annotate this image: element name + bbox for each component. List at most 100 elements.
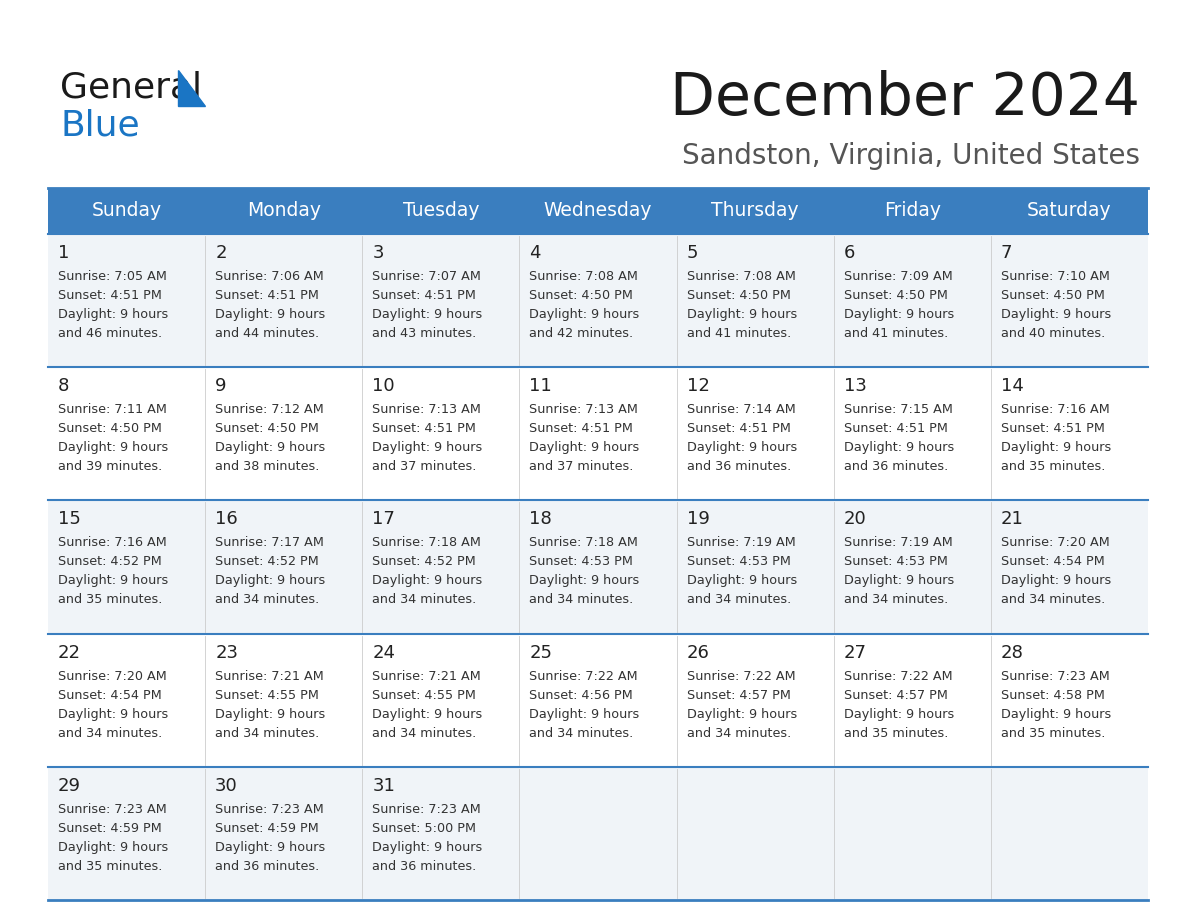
- Text: Sunset: 4:51 PM: Sunset: 4:51 PM: [687, 422, 790, 435]
- Bar: [48, 234, 1148, 367]
- Text: December 2024: December 2024: [670, 70, 1140, 127]
- Text: Daylight: 9 hours: Daylight: 9 hours: [372, 841, 482, 854]
- Text: Sunset: 4:53 PM: Sunset: 4:53 PM: [530, 555, 633, 568]
- Text: Sunset: 4:50 PM: Sunset: 4:50 PM: [843, 289, 948, 302]
- Text: Daylight: 9 hours: Daylight: 9 hours: [530, 442, 639, 454]
- Text: Monday: Monday: [247, 201, 321, 220]
- Text: Sunrise: 7:19 AM: Sunrise: 7:19 AM: [843, 536, 953, 549]
- Text: and 43 minutes.: and 43 minutes.: [372, 327, 476, 340]
- Text: Sunset: 4:51 PM: Sunset: 4:51 PM: [530, 422, 633, 435]
- Text: Daylight: 9 hours: Daylight: 9 hours: [530, 308, 639, 321]
- Text: 19: 19: [687, 510, 709, 529]
- Text: Daylight: 9 hours: Daylight: 9 hours: [215, 442, 326, 454]
- Text: 17: 17: [372, 510, 396, 529]
- Text: and 37 minutes.: and 37 minutes.: [372, 460, 476, 473]
- Bar: [48, 188, 1148, 234]
- Text: Daylight: 9 hours: Daylight: 9 hours: [372, 575, 482, 588]
- Text: and 39 minutes.: and 39 minutes.: [58, 460, 163, 473]
- Text: 8: 8: [58, 377, 69, 396]
- Text: and 34 minutes.: and 34 minutes.: [372, 727, 476, 740]
- Text: Sunrise: 7:09 AM: Sunrise: 7:09 AM: [843, 270, 953, 283]
- Text: and 34 minutes.: and 34 minutes.: [58, 727, 163, 740]
- Text: Daylight: 9 hours: Daylight: 9 hours: [687, 308, 797, 321]
- Text: 23: 23: [215, 644, 238, 662]
- Text: Sunrise: 7:20 AM: Sunrise: 7:20 AM: [1000, 536, 1110, 549]
- Text: Sunrise: 7:13 AM: Sunrise: 7:13 AM: [530, 403, 638, 416]
- Text: 2: 2: [215, 244, 227, 262]
- Text: and 34 minutes.: and 34 minutes.: [1000, 593, 1105, 607]
- Text: Sunrise: 7:23 AM: Sunrise: 7:23 AM: [58, 803, 166, 816]
- Text: Daylight: 9 hours: Daylight: 9 hours: [687, 442, 797, 454]
- Text: 30: 30: [215, 777, 238, 795]
- Text: 18: 18: [530, 510, 552, 529]
- Text: Sunrise: 7:18 AM: Sunrise: 7:18 AM: [372, 536, 481, 549]
- Text: Sunrise: 7:10 AM: Sunrise: 7:10 AM: [1000, 270, 1110, 283]
- Text: Daylight: 9 hours: Daylight: 9 hours: [843, 708, 954, 721]
- Bar: [48, 500, 1148, 633]
- Text: and 34 minutes.: and 34 minutes.: [530, 727, 633, 740]
- Text: 25: 25: [530, 644, 552, 662]
- Text: Sunset: 4:53 PM: Sunset: 4:53 PM: [687, 555, 790, 568]
- Text: 1: 1: [58, 244, 69, 262]
- Text: Sunrise: 7:13 AM: Sunrise: 7:13 AM: [372, 403, 481, 416]
- Text: Sunrise: 7:19 AM: Sunrise: 7:19 AM: [687, 536, 795, 549]
- Text: Sunrise: 7:17 AM: Sunrise: 7:17 AM: [215, 536, 324, 549]
- Text: Daylight: 9 hours: Daylight: 9 hours: [215, 841, 326, 854]
- Text: Sunset: 4:58 PM: Sunset: 4:58 PM: [1000, 688, 1105, 701]
- Text: Daylight: 9 hours: Daylight: 9 hours: [215, 708, 326, 721]
- Text: and 34 minutes.: and 34 minutes.: [372, 593, 476, 607]
- Text: 4: 4: [530, 244, 541, 262]
- Text: 22: 22: [58, 644, 81, 662]
- Text: Daylight: 9 hours: Daylight: 9 hours: [58, 841, 169, 854]
- Text: Sunset: 4:54 PM: Sunset: 4:54 PM: [1000, 555, 1105, 568]
- Text: Sunrise: 7:15 AM: Sunrise: 7:15 AM: [843, 403, 953, 416]
- Text: Wednesday: Wednesday: [544, 201, 652, 220]
- Text: Sunset: 4:54 PM: Sunset: 4:54 PM: [58, 688, 162, 701]
- Text: and 38 minutes.: and 38 minutes.: [215, 460, 320, 473]
- Text: and 44 minutes.: and 44 minutes.: [215, 327, 320, 340]
- Text: General: General: [61, 71, 202, 105]
- Text: 12: 12: [687, 377, 709, 396]
- Text: Sunrise: 7:23 AM: Sunrise: 7:23 AM: [215, 803, 324, 816]
- Text: Sunrise: 7:22 AM: Sunrise: 7:22 AM: [687, 669, 795, 683]
- Text: and 36 minutes.: and 36 minutes.: [215, 860, 320, 873]
- Text: Daylight: 9 hours: Daylight: 9 hours: [687, 708, 797, 721]
- Text: Daylight: 9 hours: Daylight: 9 hours: [58, 442, 169, 454]
- Text: Sunrise: 7:08 AM: Sunrise: 7:08 AM: [687, 270, 796, 283]
- Text: Sunrise: 7:12 AM: Sunrise: 7:12 AM: [215, 403, 324, 416]
- Text: and 34 minutes.: and 34 minutes.: [687, 593, 791, 607]
- Text: 13: 13: [843, 377, 866, 396]
- Text: Sunrise: 7:21 AM: Sunrise: 7:21 AM: [215, 669, 324, 683]
- Text: Daylight: 9 hours: Daylight: 9 hours: [1000, 708, 1111, 721]
- Polygon shape: [178, 70, 206, 106]
- Text: 21: 21: [1000, 510, 1024, 529]
- Text: and 36 minutes.: and 36 minutes.: [687, 460, 791, 473]
- Text: Sunset: 4:51 PM: Sunset: 4:51 PM: [372, 289, 476, 302]
- Text: Daylight: 9 hours: Daylight: 9 hours: [372, 308, 482, 321]
- Text: and 34 minutes.: and 34 minutes.: [215, 727, 320, 740]
- Text: 29: 29: [58, 777, 81, 795]
- Text: Sunset: 4:51 PM: Sunset: 4:51 PM: [58, 289, 162, 302]
- Text: Daylight: 9 hours: Daylight: 9 hours: [372, 708, 482, 721]
- Text: Sunrise: 7:06 AM: Sunrise: 7:06 AM: [215, 270, 324, 283]
- Text: Sunset: 4:59 PM: Sunset: 4:59 PM: [215, 822, 318, 834]
- Text: Daylight: 9 hours: Daylight: 9 hours: [58, 708, 169, 721]
- Text: and 37 minutes.: and 37 minutes.: [530, 460, 634, 473]
- Text: Sunrise: 7:16 AM: Sunrise: 7:16 AM: [58, 536, 166, 549]
- Text: and 34 minutes.: and 34 minutes.: [687, 727, 791, 740]
- Text: 6: 6: [843, 244, 855, 262]
- Text: Sunset: 4:52 PM: Sunset: 4:52 PM: [215, 555, 318, 568]
- Text: Sunset: 4:55 PM: Sunset: 4:55 PM: [215, 688, 320, 701]
- Bar: [48, 367, 1148, 500]
- Text: and 35 minutes.: and 35 minutes.: [843, 727, 948, 740]
- Text: Sunset: 4:50 PM: Sunset: 4:50 PM: [687, 289, 790, 302]
- Text: Sunrise: 7:14 AM: Sunrise: 7:14 AM: [687, 403, 795, 416]
- Text: Daylight: 9 hours: Daylight: 9 hours: [372, 442, 482, 454]
- Text: Thursday: Thursday: [712, 201, 800, 220]
- Text: Sunrise: 7:21 AM: Sunrise: 7:21 AM: [372, 669, 481, 683]
- Text: Sunrise: 7:20 AM: Sunrise: 7:20 AM: [58, 669, 166, 683]
- Text: 7: 7: [1000, 244, 1012, 262]
- Text: 11: 11: [530, 377, 552, 396]
- Text: Daylight: 9 hours: Daylight: 9 hours: [1000, 575, 1111, 588]
- Text: Saturday: Saturday: [1028, 201, 1112, 220]
